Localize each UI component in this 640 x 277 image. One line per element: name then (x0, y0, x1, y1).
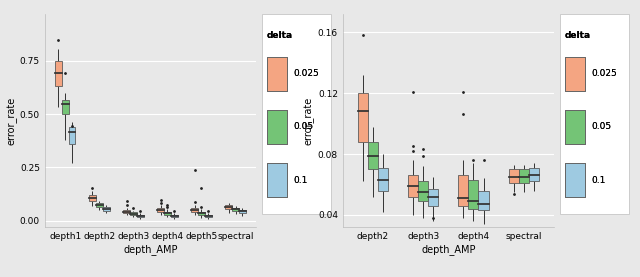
X-axis label: depth_AMP: depth_AMP (123, 244, 178, 255)
Bar (62, 100, 68, 114)
Bar (509, 169, 519, 183)
Bar (418, 181, 428, 201)
Text: 0.1: 0.1 (591, 176, 606, 185)
FancyBboxPatch shape (559, 14, 629, 214)
Text: 0.05: 0.05 (591, 122, 612, 131)
Bar (564, 163, 585, 197)
Bar (529, 168, 539, 181)
Text: 0.025: 0.025 (294, 69, 319, 78)
Bar (267, 163, 287, 197)
Bar (267, 110, 287, 144)
Bar (225, 205, 232, 209)
Bar (191, 207, 198, 212)
Text: 0.1: 0.1 (294, 176, 308, 185)
FancyBboxPatch shape (262, 14, 332, 214)
Bar (157, 208, 164, 212)
Bar (89, 195, 96, 201)
Bar (130, 212, 137, 215)
Bar (267, 163, 287, 197)
Text: 0.025: 0.025 (591, 69, 617, 78)
Bar (267, 110, 287, 144)
Text: 0.025: 0.025 (591, 69, 617, 78)
Bar (205, 215, 212, 217)
Bar (428, 189, 438, 206)
Bar (564, 57, 585, 91)
Bar (408, 175, 418, 197)
Text: delta: delta (267, 31, 293, 40)
Y-axis label: error_rate: error_rate (6, 96, 17, 145)
Bar (368, 142, 378, 169)
Bar (358, 93, 368, 142)
Bar (198, 212, 205, 215)
Y-axis label: error_rate: error_rate (305, 96, 315, 145)
Bar (171, 215, 178, 217)
Bar (479, 191, 488, 211)
Text: 0.025: 0.025 (294, 69, 319, 78)
Bar (378, 168, 388, 191)
Text: 0.05: 0.05 (294, 122, 314, 131)
Bar (564, 110, 585, 144)
Text: delta: delta (267, 31, 293, 40)
Bar (267, 57, 287, 91)
Bar (239, 210, 246, 213)
X-axis label: depth_AMP: depth_AMP (421, 244, 476, 255)
Bar (564, 110, 585, 144)
Text: 0.1: 0.1 (294, 176, 308, 185)
Bar (102, 207, 109, 211)
Bar (564, 163, 585, 197)
Bar (137, 215, 143, 217)
Text: 0.05: 0.05 (294, 122, 314, 131)
Bar (468, 180, 479, 209)
Text: 0.1: 0.1 (591, 176, 606, 185)
Text: delta: delta (564, 31, 591, 40)
Bar (232, 208, 239, 211)
Bar (564, 57, 585, 91)
Bar (458, 175, 468, 206)
Bar (96, 203, 102, 207)
Bar (164, 212, 171, 215)
Text: delta: delta (564, 31, 591, 40)
Bar (123, 210, 130, 213)
Bar (519, 169, 529, 183)
Text: 0.05: 0.05 (591, 122, 612, 131)
Bar (55, 61, 62, 86)
Bar (68, 127, 76, 144)
Bar (267, 57, 287, 91)
